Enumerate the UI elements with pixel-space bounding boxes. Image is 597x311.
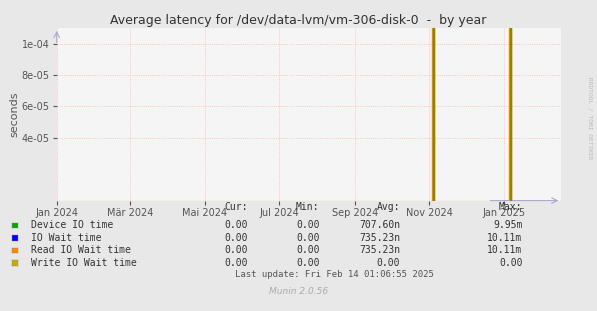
Text: 0.00: 0.00 [377,258,400,268]
Text: 0.00: 0.00 [224,220,248,230]
Text: Read IO Wait time: Read IO Wait time [31,245,131,255]
Text: Average latency for /dev/data-lvm/vm-306-disk-0  -  by year: Average latency for /dev/data-lvm/vm-306… [110,14,487,27]
Text: 0.00: 0.00 [296,233,319,243]
Text: 0.00: 0.00 [224,258,248,268]
Text: 735.23n: 735.23n [359,245,400,255]
Bar [432,28,434,201]
Text: 10.11m: 10.11m [487,245,522,255]
Text: 0.00: 0.00 [296,245,319,255]
Text: Write IO Wait time: Write IO Wait time [31,258,137,268]
Text: 0.00: 0.00 [224,245,248,255]
Text: Munin 2.0.56: Munin 2.0.56 [269,287,328,296]
Text: 735.23n: 735.23n [359,233,400,243]
Text: Last update: Fri Feb 14 01:06:55 2025: Last update: Fri Feb 14 01:06:55 2025 [235,270,434,279]
Text: RRDTOOL / TOBI OETIKER: RRDTOOL / TOBI OETIKER [587,77,592,160]
Bar [433,28,434,201]
Text: Min:: Min: [296,202,319,212]
Text: 0.00: 0.00 [499,258,522,268]
Text: Max:: Max: [499,202,522,212]
Y-axis label: seconds: seconds [9,91,19,137]
Text: IO Wait time: IO Wait time [31,233,101,243]
Text: 0.00: 0.00 [296,220,319,230]
Text: Avg:: Avg: [377,202,400,212]
Bar [510,28,511,201]
Text: 0.00: 0.00 [296,258,319,268]
Text: Device IO time: Device IO time [31,220,113,230]
Text: Cur:: Cur: [224,202,248,212]
Text: 9.95m: 9.95m [493,220,522,230]
Text: 10.11m: 10.11m [487,233,522,243]
Bar [509,28,511,201]
Text: 0.00: 0.00 [224,233,248,243]
Text: 707.60n: 707.60n [359,220,400,230]
